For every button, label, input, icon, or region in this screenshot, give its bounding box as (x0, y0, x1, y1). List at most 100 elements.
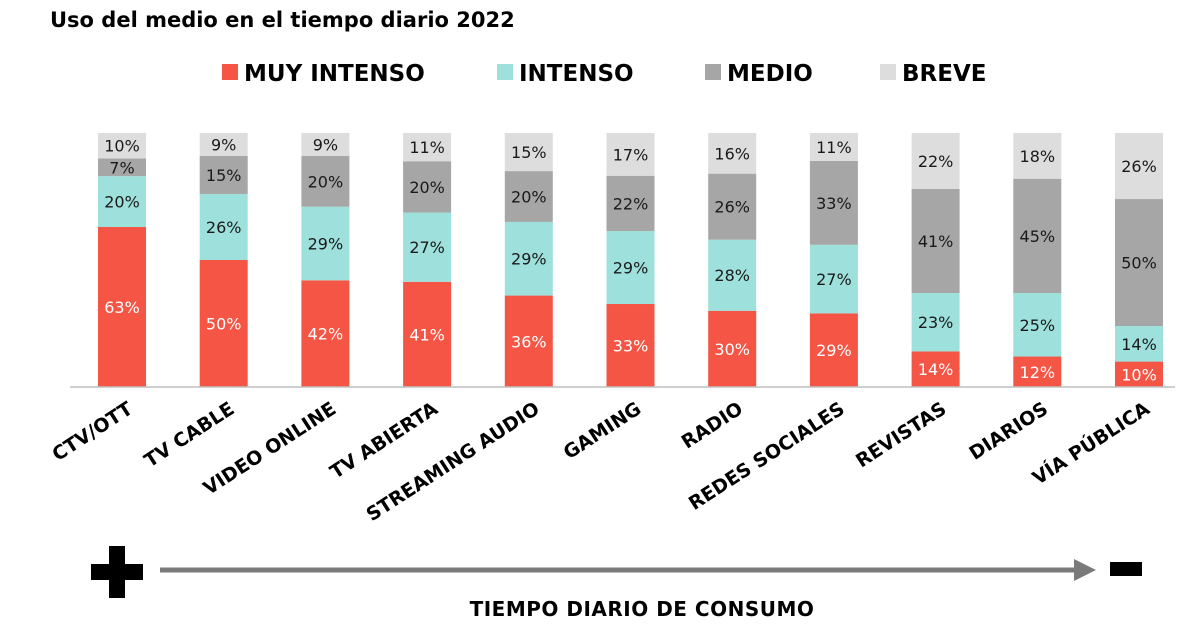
legend-swatch-1 (497, 64, 513, 80)
bar-segment (199, 155, 248, 194)
data-label: 15% (206, 166, 242, 185)
bar-segment (301, 133, 350, 156)
bar-segment (504, 221, 553, 296)
minus-icon (1110, 562, 1142, 576)
bar-segment (708, 173, 757, 240)
bar-segment (708, 310, 757, 387)
data-label: 25% (1020, 316, 1056, 335)
bar-segment (98, 176, 146, 227)
category-label: CTV/OTT (48, 398, 136, 466)
bar-segment (708, 133, 757, 174)
category-label: STREAMING AUDIO (362, 398, 543, 526)
chart-title: Uso del medio en el tiempo diario 2022 (50, 8, 515, 32)
bar-segment (809, 313, 858, 387)
category-label: GAMING (560, 398, 646, 464)
bars: 63% 20% 7% 10% 50% 26% 15% 9% 42% 29% 20% 9% 41% 27% 2… (98, 133, 1163, 387)
data-label: 9% (313, 135, 338, 154)
data-label: 20% (511, 188, 547, 207)
bar-segment (809, 244, 858, 314)
data-label: 42% (308, 325, 344, 344)
bar-segment (301, 206, 350, 281)
data-label: 63% (104, 298, 140, 317)
bar-segment (301, 280, 350, 387)
plus-icon (91, 546, 143, 598)
data-label: 7% (109, 158, 134, 177)
data-label: 33% (816, 194, 852, 213)
data-label: 26% (714, 198, 750, 217)
bar-segment (98, 158, 146, 177)
bar-segment (403, 133, 452, 162)
data-label: 29% (613, 259, 649, 278)
bar-segment (606, 231, 655, 305)
category-label: TV CABLE (140, 398, 238, 472)
data-label: 28% (714, 266, 750, 285)
data-label: 26% (1121, 157, 1157, 176)
category-label: DIARIOS (965, 398, 1052, 465)
data-label: 10% (1121, 365, 1157, 384)
bar-segment (301, 155, 350, 207)
bar-segment (1115, 199, 1163, 327)
bar-segment (708, 239, 757, 311)
data-label: 45% (1020, 227, 1056, 246)
bar-segment (1013, 356, 1062, 387)
data-label: 23% (918, 313, 954, 332)
data-label: 14% (918, 360, 954, 379)
bar-segment (504, 133, 553, 172)
data-label: 50% (1121, 254, 1157, 273)
bar-segment (1013, 133, 1062, 179)
data-label: 18% (1020, 147, 1056, 166)
category-label: REVISTAS (852, 398, 950, 473)
bar-segment (1115, 326, 1163, 362)
data-label: 9% (211, 135, 236, 154)
bar-segment (504, 171, 553, 222)
data-label: 11% (409, 138, 445, 157)
category-label: RADIO (678, 398, 747, 454)
bar-segment (606, 304, 655, 387)
bar-segment (199, 133, 248, 156)
bar-segment (1115, 133, 1163, 200)
data-label: 20% (308, 172, 344, 191)
bar-segment (199, 193, 248, 260)
data-label: 27% (409, 238, 445, 257)
data-label: 20% (104, 193, 140, 212)
legend-label-2: MEDIO (727, 61, 813, 87)
bar-segment (606, 175, 655, 232)
data-label: 29% (511, 250, 547, 269)
bar-segment (98, 133, 146, 159)
bar-segment (911, 293, 960, 352)
bar-segment (1115, 361, 1163, 387)
data-label: 12% (1020, 363, 1056, 382)
legend-swatch-3 (880, 64, 896, 80)
legend-swatch-0 (222, 64, 238, 80)
data-label: 15% (511, 143, 547, 162)
bar-segment (911, 351, 960, 387)
data-label: 29% (308, 234, 344, 253)
data-label: 14% (1121, 335, 1157, 354)
arrow-icon (160, 559, 1096, 581)
bar-segment (199, 260, 248, 387)
data-label: 26% (206, 218, 242, 237)
data-label: 11% (816, 138, 852, 157)
data-label: 10% (104, 137, 140, 156)
data-label: 27% (816, 270, 852, 289)
data-label: 16% (714, 144, 750, 163)
bar-segment (911, 133, 960, 189)
bar-segment (403, 281, 452, 387)
data-label: 17% (613, 145, 649, 164)
bar-segment (504, 295, 553, 387)
bar-segment (1013, 293, 1062, 357)
axis-title: TIEMPO DIARIO DE CONSUMO (470, 597, 815, 621)
bar-segment (606, 133, 655, 176)
bar-segment (809, 133, 858, 161)
legend-swatch-2 (705, 64, 721, 80)
legend-label-3: BREVE (902, 61, 986, 87)
data-label: 36% (511, 332, 547, 351)
bar-segment (98, 226, 146, 387)
bar-segment (809, 160, 858, 245)
data-label: 29% (816, 341, 852, 360)
data-label: 22% (918, 152, 954, 171)
bar-segment (403, 212, 452, 282)
data-label: 30% (714, 340, 750, 359)
